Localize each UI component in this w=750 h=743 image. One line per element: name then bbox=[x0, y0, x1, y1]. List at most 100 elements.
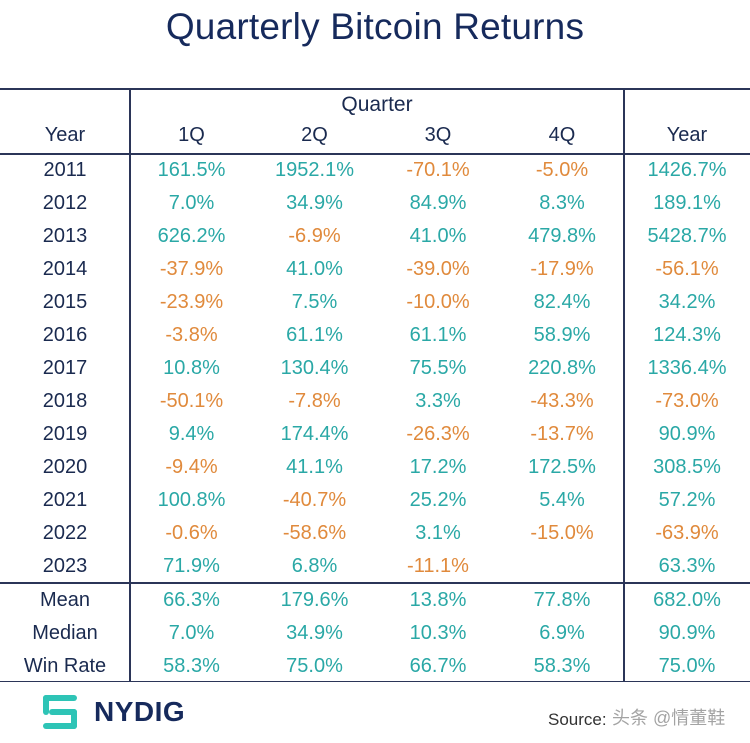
header-year-right: Year bbox=[666, 124, 708, 146]
summary-row-q3-cell: 10.3% bbox=[409, 622, 467, 644]
year-row-q2-cell: -6.9% bbox=[288, 225, 341, 247]
annual-column-divider bbox=[623, 88, 625, 682]
table-bottom-rule bbox=[0, 681, 750, 682]
year-row-q2-cell: -40.7% bbox=[282, 489, 347, 511]
year-row-q1-cell: 626.2% bbox=[157, 225, 226, 247]
summary-row-q3-cell: 13.8% bbox=[409, 589, 467, 611]
year-row-year-cell: -73.0% bbox=[655, 390, 719, 412]
year-row-q1-cell: 10.8% bbox=[163, 357, 220, 379]
summary-row-q2-cell: 75.0% bbox=[286, 655, 343, 677]
year-row-q3-cell: 41.0% bbox=[409, 225, 467, 247]
summary-row-year-cell: 90.9% bbox=[658, 622, 716, 644]
year-row-q2-cell: -58.6% bbox=[282, 522, 347, 544]
summary-row-q4-cell: 77.8% bbox=[533, 589, 591, 611]
year-row-q2-cell: 6.8% bbox=[291, 555, 338, 577]
year-row-year-cell: 1426.7% bbox=[647, 159, 727, 181]
year-row-year-cell: 63.3% bbox=[658, 555, 716, 577]
year-row-q2-cell: 130.4% bbox=[280, 357, 349, 379]
header-q4: 4Q bbox=[548, 124, 576, 146]
year-row-q4-cell: 82.4% bbox=[533, 291, 591, 313]
year-row-year-cell: 124.3% bbox=[653, 324, 721, 346]
year-row-q3-cell: 25.2% bbox=[409, 489, 467, 511]
year-row-q3-cell: -11.1% bbox=[407, 555, 469, 577]
year-column-divider bbox=[129, 88, 131, 682]
header-q1: 1Q bbox=[178, 124, 205, 146]
year-row-q2-cell: 61.1% bbox=[286, 324, 343, 346]
year-row-q3-cell: 3.3% bbox=[415, 390, 461, 412]
year-row-year-cell: 5428.7% bbox=[647, 225, 727, 247]
year-row-year-cell: 1336.4% bbox=[647, 357, 727, 379]
year-row-q4-cell: 220.8% bbox=[528, 357, 596, 379]
year-row-label: 2012 bbox=[42, 192, 88, 214]
summary-row-q4-cell: 58.3% bbox=[533, 655, 591, 677]
year-row-label: 2013 bbox=[42, 225, 88, 247]
page-title: Quarterly Bitcoin Returns bbox=[165, 6, 585, 47]
summary-row-label: Win Rate bbox=[23, 655, 107, 677]
year-row-q4-cell: 8.3% bbox=[539, 192, 585, 214]
nydig-logo: NYDIG bbox=[40, 692, 185, 732]
summary-row-q1-cell: 58.3% bbox=[163, 655, 220, 677]
year-row-q1-cell: -9.4% bbox=[165, 456, 218, 478]
year-row-q4-cell: 479.8% bbox=[528, 225, 596, 247]
year-row-q4-cell: 172.5% bbox=[528, 456, 596, 478]
year-row-q3-cell: 61.1% bbox=[409, 324, 467, 346]
year-row-q1-cell: 7.0% bbox=[168, 192, 215, 214]
year-row-q1-cell: -0.6% bbox=[165, 522, 218, 544]
year-row-q1-cell: 100.8% bbox=[157, 489, 226, 511]
year-row-q2-cell: 7.5% bbox=[291, 291, 338, 313]
year-row-label: 2018 bbox=[42, 390, 88, 412]
year-row-year-cell: 34.2% bbox=[658, 291, 716, 313]
year-row-label: 2021 bbox=[42, 489, 88, 511]
year-row-q3-cell: 75.5% bbox=[409, 357, 467, 379]
header-q3: 3Q bbox=[424, 124, 452, 146]
summary-row-year-cell: 682.0% bbox=[653, 589, 721, 611]
logo-wordmark: NYDIG bbox=[94, 696, 186, 727]
year-row-q4-cell: 5.4% bbox=[539, 489, 585, 511]
header-q2: 2Q bbox=[301, 124, 328, 146]
header-year-left: Year bbox=[44, 124, 86, 146]
summary-row-year-cell: 75.0% bbox=[658, 655, 716, 677]
year-row-label: 2022 bbox=[42, 522, 88, 544]
year-row-q4-cell: -13.7% bbox=[530, 423, 594, 445]
year-row-label: 2011 bbox=[43, 159, 87, 181]
year-row-label: 2019 bbox=[42, 423, 88, 445]
year-row-label: 2014 bbox=[42, 258, 88, 280]
summary-row-q2-cell: 34.9% bbox=[286, 622, 343, 644]
summary-row-q2-cell: 179.6% bbox=[280, 589, 349, 611]
year-row-q4-cell: -43.3% bbox=[530, 390, 594, 412]
year-row-q2-cell: 1952.1% bbox=[275, 159, 354, 181]
year-row-q2-cell: 174.4% bbox=[280, 423, 349, 445]
watermark: 头条 @情董鞋 bbox=[612, 708, 726, 728]
year-row-label: 2016 bbox=[42, 324, 88, 346]
year-row-q1-cell: -3.8% bbox=[165, 324, 218, 346]
year-row-q4-cell: -15.0% bbox=[530, 522, 594, 544]
year-row-q3-cell: 3.1% bbox=[415, 522, 461, 544]
year-row-q4-cell: -17.9% bbox=[530, 258, 594, 280]
year-row-year-cell: 90.9% bbox=[658, 423, 716, 445]
year-row-q3-cell: -70.1% bbox=[406, 159, 470, 181]
year-row-q4-cell: 58.9% bbox=[533, 324, 591, 346]
year-row-q2-cell: 34.9% bbox=[286, 192, 343, 214]
summary-row-q4-cell: 6.9% bbox=[539, 622, 585, 644]
year-row-q1-cell: 161.5% bbox=[157, 159, 226, 181]
summary-row-label: Median bbox=[32, 622, 98, 644]
quarter-group-header: Quarter bbox=[341, 93, 413, 116]
year-row-label: 2020 bbox=[42, 456, 88, 478]
summary-row-q1-cell: 7.0% bbox=[168, 622, 215, 644]
year-row-year-cell: 308.5% bbox=[653, 456, 721, 478]
year-row-q4-cell bbox=[500, 550, 624, 583]
year-row-q3-cell: -10.0% bbox=[406, 291, 470, 313]
year-row-label: 2015 bbox=[42, 291, 88, 313]
summary-row-label: Mean bbox=[39, 589, 91, 611]
year-row-year-cell: 57.2% bbox=[658, 489, 716, 511]
year-row-q1-cell: -23.9% bbox=[159, 291, 224, 313]
year-row-q3-cell: -26.3% bbox=[406, 423, 470, 445]
summary-row-q1-cell: 66.3% bbox=[163, 589, 220, 611]
nydig-logo-icon bbox=[43, 695, 77, 729]
year-row-q4-cell: -5.0% bbox=[535, 159, 589, 181]
year-row-q3-cell: -39.0% bbox=[406, 258, 470, 280]
header-rule bbox=[0, 153, 750, 155]
year-row-q3-cell: 84.9% bbox=[409, 192, 467, 214]
year-row-q2-cell: -7.8% bbox=[288, 390, 341, 412]
year-row-q1-cell: 9.4% bbox=[168, 423, 215, 445]
